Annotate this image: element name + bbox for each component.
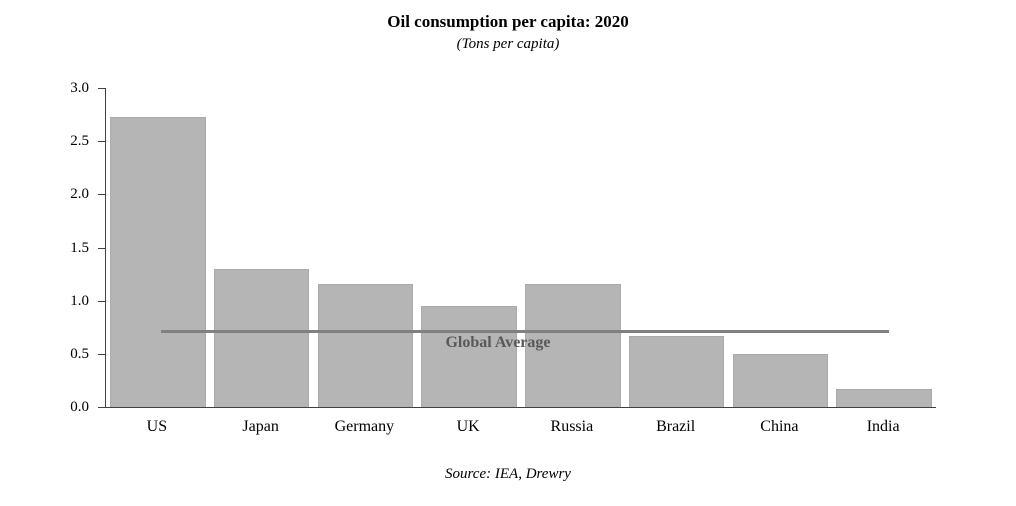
x-label-uk: UK	[456, 418, 480, 435]
bar-slot-russia	[521, 88, 625, 407]
x-label-japan: Japan	[242, 418, 279, 435]
bar-uk	[421, 305, 517, 407]
global-average-label: Global Average	[445, 334, 551, 351]
chart-subtitle: (Tons per capita)	[456, 36, 560, 52]
chart-title: Oil consumption per capita: 2020	[387, 12, 629, 31]
y-tick-label-0.5: 0.5	[70, 345, 89, 362]
y-tick-label-2.5: 2.5	[70, 133, 89, 150]
plot-area: Global Average	[105, 88, 936, 408]
bar-slot-uk	[417, 88, 521, 407]
y-tick-mark	[98, 88, 105, 89]
y-tick-mark	[98, 300, 105, 302]
y-tick-label-2.0: 2.0	[70, 186, 89, 203]
bar-slot-india	[832, 88, 936, 407]
bar-china	[732, 353, 829, 407]
bar-germany	[317, 283, 414, 407]
y-tick-label-1.5: 1.5	[70, 239, 89, 256]
x-label-india: India	[866, 418, 900, 435]
global-average-line	[161, 329, 889, 333]
y-tick-mark	[98, 194, 105, 196]
y-tick-label-0.0: 0.0	[70, 399, 89, 415]
bar-brazil	[628, 335, 725, 407]
bar-slot-china	[729, 88, 833, 407]
x-label-china: China	[760, 418, 799, 435]
source-note: Source: IEA, Drewry	[445, 466, 571, 482]
bar-slot-brazil	[625, 88, 729, 407]
bar-us	[110, 116, 206, 407]
bar-india	[836, 388, 932, 407]
bar-slot-japan	[210, 88, 314, 407]
bar-russia	[525, 283, 621, 407]
y-tick-mark	[98, 353, 105, 355]
y-tick-mark	[98, 141, 105, 143]
x-axis-labels: US Japan Germany UK Russia Brazil China India	[105, 418, 935, 436]
y-tick-label-1.0: 1.0	[70, 292, 89, 309]
x-label-russia: Russia	[550, 418, 594, 435]
x-label-brazil: Brazil	[656, 418, 696, 435]
y-axis: 3.0 2.5 2.0 1.5 1.0 0.5 0.0	[0, 80, 105, 415]
y-tick-mark	[98, 407, 105, 408]
bar-slot-us	[106, 88, 210, 407]
y-tick-label-3.0: 3.0	[70, 80, 89, 96]
bar-japan	[213, 268, 310, 407]
y-tick-mark	[98, 247, 105, 249]
bar-slot-germany	[314, 88, 418, 407]
x-label-germany: Germany	[334, 418, 395, 435]
x-label-us: US	[146, 418, 168, 435]
